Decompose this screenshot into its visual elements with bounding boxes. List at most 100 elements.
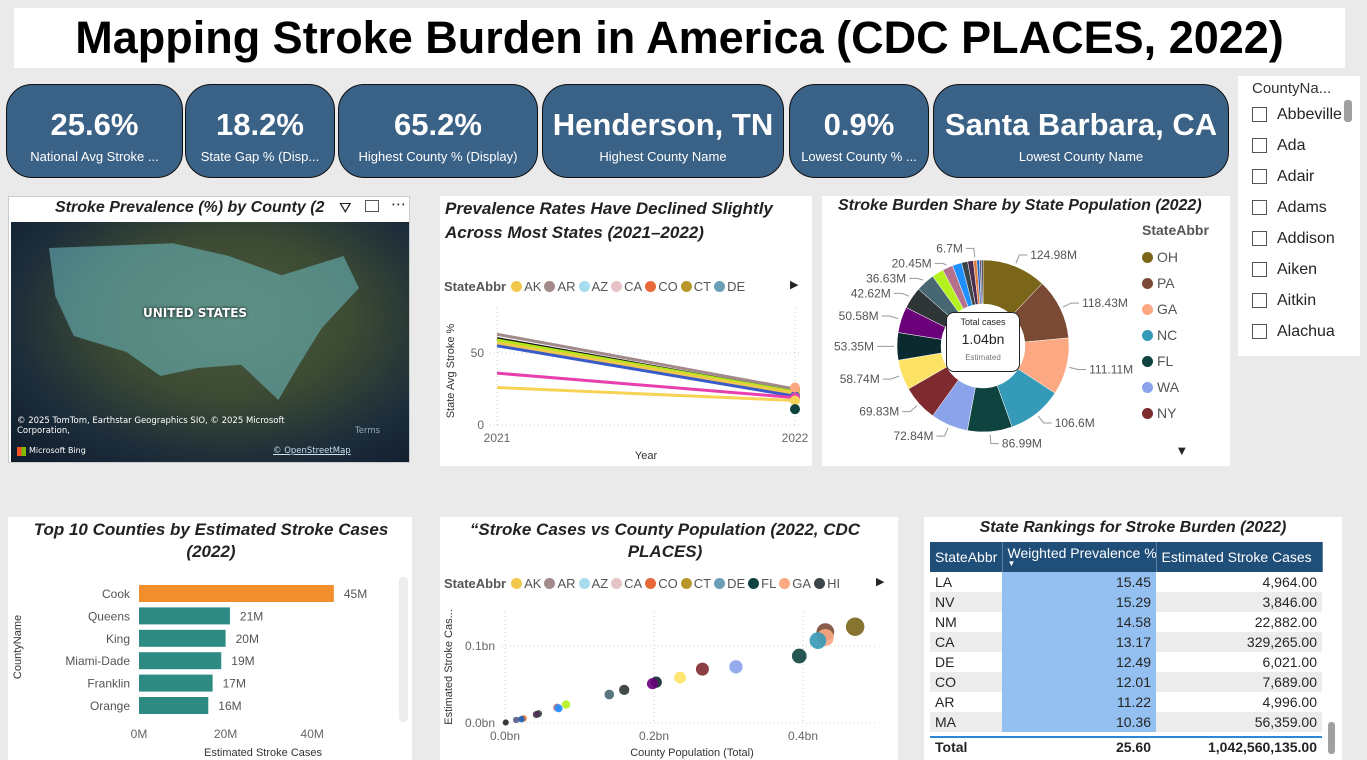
table-cell: 12.49: [1002, 652, 1156, 672]
bar[interactable]: [139, 674, 213, 692]
scatter-point[interactable]: [695, 662, 709, 676]
legend-item[interactable]: NC: [1142, 322, 1179, 348]
bar[interactable]: [139, 652, 222, 670]
column-header[interactable]: Weighted Prevalence % ▼: [1002, 542, 1157, 572]
table-row[interactable]: LA 15.45 4,964.00: [930, 572, 1322, 592]
slicer-item[interactable]: Ada: [1238, 130, 1360, 161]
legend-item[interactable]: OH: [1142, 244, 1179, 270]
bar[interactable]: [139, 607, 230, 625]
legend-item[interactable]: AK: [511, 576, 541, 591]
checkbox[interactable]: [1252, 293, 1267, 308]
legend-label: AZ: [591, 279, 609, 294]
slicer-item[interactable]: Abbeville: [1238, 99, 1360, 130]
scatter-point[interactable]: [512, 716, 520, 724]
legend-item[interactable]: CO: [645, 279, 678, 294]
legend-item[interactable]: CT: [680, 279, 711, 294]
legend-next-icon[interactable]: ▶: [876, 575, 885, 588]
table-row[interactable]: DE 12.49 6,021.00: [930, 652, 1322, 672]
table-row[interactable]: MA 10.36 56,359.00: [930, 712, 1322, 732]
checkbox[interactable]: [1252, 169, 1267, 184]
legend-item[interactable]: CA: [611, 279, 642, 294]
category-label: King: [106, 632, 130, 646]
table-row[interactable]: NM 14.58 22,882.00: [930, 612, 1322, 632]
legend-item[interactable]: PA: [1142, 270, 1179, 296]
scatter-point[interactable]: [674, 671, 687, 684]
map-canvas[interactable]: UNITED STATES © 2025 TomTom, Earthstar G…: [11, 222, 409, 462]
column-header[interactable]: Estimated Stroke Cases: [1156, 542, 1323, 572]
column-header[interactable]: StateAbbr: [930, 542, 1003, 572]
legend-item[interactable]: CO: [645, 576, 678, 591]
legend-item[interactable]: CA: [611, 576, 642, 591]
bar[interactable]: [139, 629, 226, 647]
checkbox[interactable]: [1252, 107, 1267, 122]
kpi-card: 0.9% Lowest County % ...: [789, 84, 929, 178]
legend-item[interactable]: GA: [779, 576, 811, 591]
legend-item[interactable]: DE: [714, 279, 745, 294]
scatter-point[interactable]: [845, 617, 865, 637]
series-line: [496, 371, 796, 400]
donut-slice[interactable]: [981, 259, 984, 305]
legend-item[interactable]: AZ: [578, 576, 608, 591]
bar[interactable]: [139, 697, 209, 714]
donut-legend-title: StateAbbr: [1142, 222, 1209, 238]
legend-marker: [680, 578, 692, 589]
legend-next-icon[interactable]: ▶: [790, 278, 799, 291]
scatter-point[interactable]: [518, 715, 525, 723]
x-tick-label: 40M: [301, 727, 324, 741]
slicer-scrollbar[interactable]: [1344, 100, 1352, 122]
checkbox[interactable]: [1252, 200, 1267, 215]
data-point[interactable]: [790, 404, 800, 415]
legend-item[interactable]: FL: [1142, 348, 1179, 374]
scatter-point[interactable]: [729, 660, 743, 674]
checkbox[interactable]: [1252, 262, 1267, 277]
slicer-item[interactable]: Alachua: [1238, 316, 1360, 347]
legend-item[interactable]: AR: [544, 279, 576, 294]
more-options-icon[interactable]: ⋯: [391, 195, 406, 213]
slicer-header: CountyNa...: [1252, 80, 1332, 97]
scatter-point[interactable]: [554, 704, 563, 713]
bar-scrollbar[interactable]: [399, 577, 408, 722]
focus-mode-icon[interactable]: [365, 200, 379, 212]
scatter-point[interactable]: [791, 648, 807, 664]
scatter-point[interactable]: [809, 632, 827, 649]
scatter-point[interactable]: [532, 710, 540, 719]
legend-item[interactable]: HI: [814, 576, 840, 591]
terms-link[interactable]: Terms: [355, 426, 381, 436]
legend-item[interactable]: FL: [748, 576, 776, 591]
legend-item[interactable]: WA: [1142, 374, 1179, 400]
checkbox[interactable]: [1252, 231, 1267, 246]
checkbox[interactable]: [1252, 324, 1267, 339]
checkbox[interactable]: [1252, 138, 1267, 153]
slicer-item[interactable]: Addison: [1238, 223, 1360, 254]
legend-item[interactable]: CT: [680, 576, 711, 591]
leader-line: [989, 434, 999, 445]
legend-item[interactable]: DE: [714, 576, 745, 591]
scatter-point[interactable]: [561, 700, 571, 709]
table-row[interactable]: CA 13.17 329,265.00: [930, 632, 1322, 652]
scatter-point[interactable]: [604, 689, 615, 700]
legend-marker: [544, 578, 556, 589]
filter-icon[interactable]: ⛛: [339, 199, 352, 217]
legend-item[interactable]: AZ: [578, 279, 609, 294]
data-point[interactable]: [790, 382, 800, 393]
table-row[interactable]: CO 12.01 7,689.00: [930, 672, 1322, 692]
legend-item[interactable]: AR: [544, 576, 576, 591]
legend-item[interactable]: AK: [511, 279, 541, 294]
legend-item[interactable]: NY: [1142, 400, 1179, 426]
legend-scroll-down-icon[interactable]: ▼: [1178, 446, 1186, 457]
table-scrollbar[interactable]: [1328, 722, 1335, 754]
map-visual[interactable]: Stroke Prevalence (%) by County (2 ⛛ ⋯ U…: [8, 195, 410, 463]
data-point[interactable]: [790, 395, 800, 406]
slicer-item[interactable]: Aiken: [1238, 254, 1360, 285]
scatter-point[interactable]: [646, 678, 659, 690]
legend-item[interactable]: GA: [1142, 296, 1179, 322]
bar[interactable]: [139, 585, 334, 602]
scatter-point[interactable]: [502, 719, 509, 726]
slicer-item[interactable]: Adair: [1238, 161, 1360, 192]
osm-link[interactable]: © OpenStreetMap: [273, 446, 351, 456]
table-row[interactable]: NV 15.29 3,846.00: [930, 592, 1322, 612]
slicer-item[interactable]: Adams: [1238, 192, 1360, 223]
table-row[interactable]: AR 11.22 4,996.00: [930, 692, 1322, 712]
slicer-item[interactable]: Aitkin: [1238, 285, 1360, 316]
scatter-point[interactable]: [619, 684, 630, 696]
